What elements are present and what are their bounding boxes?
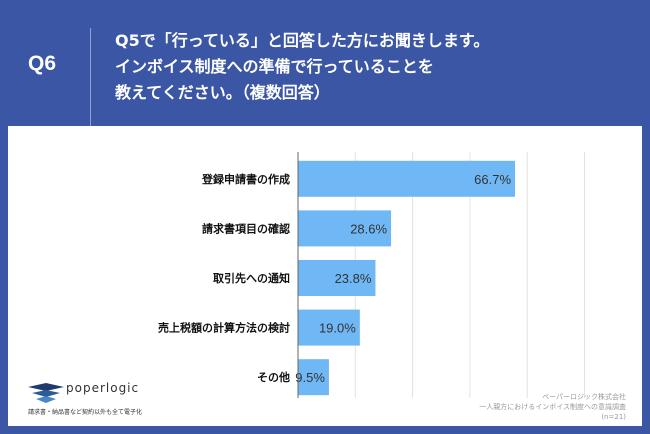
question-title: Q5で「行っている」と回答した方にお聞きします。 インボイス制度への準備で行って…: [115, 28, 489, 106]
divider: [90, 28, 91, 132]
bar: [298, 210, 392, 247]
logo-tagline: 請求書・納品書など契約以外も全て電子化: [28, 409, 143, 416]
question-number: Q6: [28, 52, 57, 75]
logo-name: poperlogic: [66, 381, 140, 395]
source-company: ペーパーロジック株式会社: [542, 393, 626, 401]
value-label: 66.7%: [474, 172, 511, 187]
source-survey: 一人親方におけるインボイス制度への意識調査: [479, 403, 626, 411]
category-label: 売上税額の計算方法の検討: [158, 321, 290, 335]
category-label: 請求書項目の確認: [202, 221, 290, 235]
sample-size: (n=21): [601, 413, 626, 421]
title-line: インボイス制度への準備で行っていることを: [115, 57, 434, 76]
bar: [298, 260, 376, 296]
value-label: 23.8%: [335, 271, 372, 286]
logo-icon: [28, 383, 64, 403]
category-label: その他: [257, 370, 290, 384]
value-label: 28.6%: [350, 221, 387, 236]
bar: [298, 160, 516, 197]
source-note: ペーパーロジック株式会社 一人親方におけるインボイス制度への意識調査 (n=21…: [479, 392, 626, 422]
title-line: Q5で「行っている」と回答した方にお聞きします。: [115, 31, 490, 50]
bar: [298, 359, 329, 396]
bar: [298, 309, 360, 346]
category-label: 取引先への通知: [213, 271, 290, 285]
value-label: 9.5%: [295, 370, 325, 385]
category-label: 登録申請書の作成: [201, 172, 290, 186]
title-line: 教えてください。（複数回答）: [115, 83, 330, 102]
value-label: 19.0%: [319, 321, 356, 336]
